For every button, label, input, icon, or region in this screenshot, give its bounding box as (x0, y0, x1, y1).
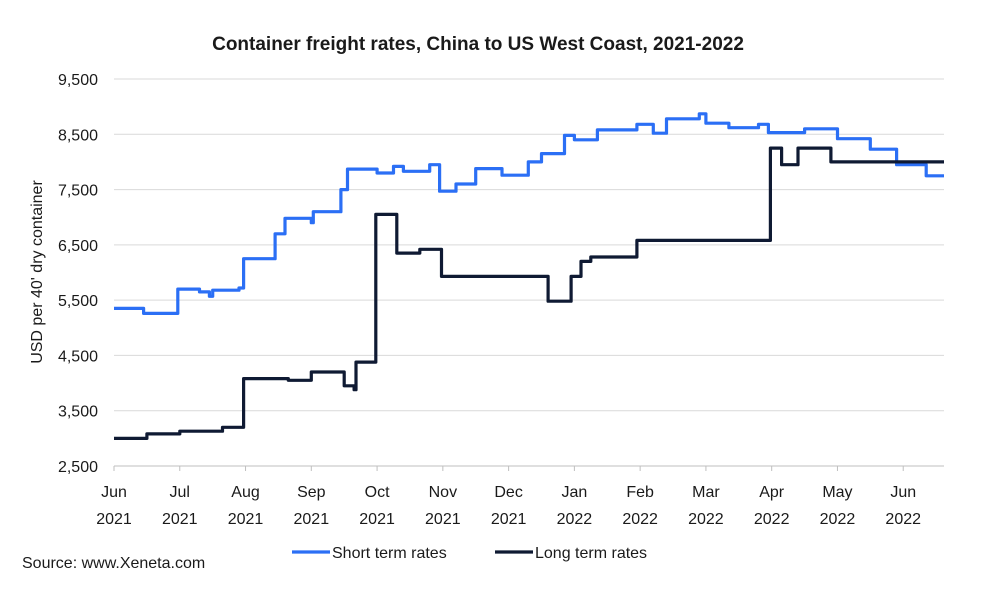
y-tick-label: 3,500 (58, 404, 98, 421)
x-tick-year: 2022 (754, 511, 790, 528)
y-axis-label: USD per 40' dry container (29, 180, 46, 364)
x-tick-month: Jun (890, 484, 916, 501)
legend-label: Long term rates (535, 545, 647, 562)
x-tick-month: Nov (429, 484, 457, 501)
x-tick-year: 2022 (820, 511, 856, 528)
x-tick-month: Jun (101, 484, 127, 501)
x-tick-year: 2021 (491, 511, 527, 528)
y-tick-label: 4,500 (58, 348, 98, 365)
y-tick-label: 6,500 (58, 238, 98, 255)
x-tick-month: Jan (561, 484, 587, 501)
x-tick-month: Oct (365, 484, 390, 501)
x-tick-month: Sep (297, 484, 326, 501)
x-tick-year: 2021 (294, 511, 330, 528)
x-tick-year: 2021 (425, 511, 461, 528)
x-tick-month: May (822, 484, 852, 501)
series-line-short-term (114, 112, 944, 315)
x-tick-month: Dec (494, 484, 522, 501)
x-tick-year: 2022 (557, 511, 593, 528)
y-tick-label: 9,500 (58, 72, 98, 89)
x-tick-month: Jul (170, 484, 190, 501)
x-tick-month: Apr (759, 484, 785, 501)
x-tick-year: 2022 (622, 511, 658, 528)
x-tick-year: 2021 (228, 511, 264, 528)
y-tick-label: 5,500 (58, 293, 98, 310)
x-tick-year: 2021 (162, 511, 198, 528)
x-tick-year: 2022 (885, 511, 921, 528)
y-tick-label: 8,500 (58, 127, 98, 144)
x-tick-year: 2021 (359, 511, 395, 528)
x-tick-month: Feb (626, 484, 654, 501)
y-tick-label: 2,500 (58, 459, 98, 476)
x-tick-month: Aug (231, 484, 259, 501)
y-tick-label: 7,500 (58, 183, 98, 200)
source-note: Source: www.Xeneta.com (22, 555, 205, 572)
x-tick-year: 2021 (96, 511, 132, 528)
legend-label: Short term rates (332, 545, 447, 562)
chart-title: Container freight rates, China to US Wes… (212, 34, 744, 55)
x-tick-year: 2022 (688, 511, 724, 528)
x-tick-month: Mar (692, 484, 720, 501)
series-line-long-term (114, 146, 944, 440)
